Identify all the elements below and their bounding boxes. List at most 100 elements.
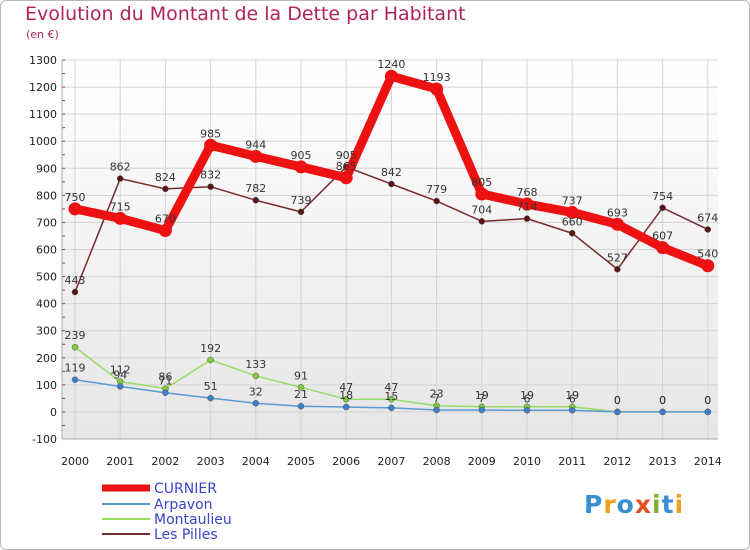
data-point-les-pilles xyxy=(568,230,576,237)
x-tick-label: 2001 xyxy=(106,455,134,468)
data-point-arpavon xyxy=(162,389,169,396)
data-point-arpavon xyxy=(478,406,486,414)
y-tick-label: 1100 xyxy=(29,108,57,121)
data-label-montaulieu: 47 xyxy=(384,381,398,394)
data-point-les-pilles xyxy=(71,288,79,296)
data-label-arpavon: 6 xyxy=(524,392,531,405)
data-point-arpavon xyxy=(433,406,440,414)
data-label-les-pilles: 862 xyxy=(110,161,131,174)
data-label-arpavon: 119 xyxy=(65,362,86,375)
data-point-curnier xyxy=(384,69,398,83)
x-tick-label: 2008 xyxy=(423,455,451,468)
chart-subtitle: (en €) xyxy=(26,28,59,41)
data-point-les-pilles xyxy=(433,197,440,205)
y-tick-label: 1200 xyxy=(29,81,57,94)
data-label-les-pilles: 842 xyxy=(381,166,402,179)
data-label-curnier: 540 xyxy=(697,248,718,261)
data-label-les-pilles: 527 xyxy=(607,251,628,264)
series-curnier xyxy=(68,69,715,273)
data-point-les-pilles xyxy=(297,208,305,216)
data-point-arpavon xyxy=(116,383,124,390)
y-tick-label: 500 xyxy=(36,271,57,284)
data-label-curnier: 1193 xyxy=(423,71,451,84)
data-point-montaulieu xyxy=(342,395,350,403)
data-point-les-pilles xyxy=(614,266,621,273)
logo-letter: i xyxy=(674,490,685,519)
data-label-curnier: 693 xyxy=(607,206,628,219)
x-tick-label: 2006 xyxy=(332,455,360,468)
data-point-arpavon xyxy=(71,376,79,383)
y-tick-label: 700 xyxy=(36,216,57,229)
data-label-curnier: 865 xyxy=(336,160,357,173)
data-point-curnier xyxy=(475,187,489,201)
data-point-arpavon xyxy=(207,394,214,402)
data-point-curnier xyxy=(701,259,715,273)
data-label-curnier: 1240 xyxy=(377,58,405,71)
data-label-curnier: 768 xyxy=(517,186,538,199)
data-label-montaulieu: 19 xyxy=(520,389,534,402)
data-label-arpavon: 0 xyxy=(659,394,666,407)
logo-letter: o xyxy=(616,490,635,519)
legend-label-arpavon: Arpavon xyxy=(154,497,213,513)
logo-letter: x xyxy=(634,490,652,519)
data-label-les-pilles: 832 xyxy=(200,169,221,182)
data-label-les-pilles: 674 xyxy=(697,211,718,224)
data-point-montaulieu xyxy=(207,356,214,364)
data-label-arpavon: 51 xyxy=(204,380,218,393)
x-tick-label: 2002 xyxy=(151,455,179,468)
data-label-montaulieu: 239 xyxy=(65,329,86,342)
data-label-les-pilles: 660 xyxy=(562,215,583,228)
y-tick-label: 800 xyxy=(36,189,57,202)
data-label-curnier: 750 xyxy=(65,191,86,204)
data-label-curnier: 905 xyxy=(291,149,312,162)
data-point-arpavon xyxy=(252,400,260,407)
logo-letter: t xyxy=(661,490,675,519)
data-point-curnier xyxy=(565,205,579,219)
data-point-montaulieu xyxy=(71,343,79,351)
data-point-arpavon xyxy=(704,408,712,416)
proxiti-logo: Proxiti xyxy=(584,490,684,519)
chart-title: Evolution du Montant de la Dette par Hab… xyxy=(25,3,466,25)
y-tick-label: 300 xyxy=(36,325,57,338)
x-tick-label: 2000 xyxy=(61,455,89,468)
logo-letter: i xyxy=(652,490,662,519)
y-tick-label: 1000 xyxy=(29,135,57,148)
data-label-montaulieu: 91 xyxy=(294,369,308,382)
legend-label-curnier: CURNIER xyxy=(154,481,217,497)
x-tick-label: 2011 xyxy=(558,455,586,468)
data-label-montaulieu: 133 xyxy=(245,358,266,371)
data-label-arpavon: 6 xyxy=(569,392,576,405)
data-point-les-pilles xyxy=(252,196,260,204)
series-les-pilles xyxy=(71,163,712,296)
data-point-les-pilles xyxy=(704,226,712,233)
data-label-montaulieu: 0 xyxy=(614,394,621,407)
x-tick-label: 2010 xyxy=(513,455,541,468)
data-label-curnier: 944 xyxy=(245,138,266,151)
data-label-montaulieu: 0 xyxy=(704,394,711,407)
data-point-montaulieu xyxy=(297,384,305,391)
data-label-arpavon: 7 xyxy=(433,392,440,405)
data-label-arpavon: 7 xyxy=(478,392,485,405)
data-label-arpavon: 0 xyxy=(614,394,621,407)
x-tick-label: 2013 xyxy=(649,455,677,468)
data-point-arpavon xyxy=(614,408,621,416)
data-label-arpavon: 71 xyxy=(158,375,172,388)
y-tick-label: 0 xyxy=(50,406,57,419)
data-point-curnier xyxy=(610,217,624,231)
data-label-les-pilles: 704 xyxy=(471,203,492,216)
data-point-curnier xyxy=(339,171,353,185)
x-tick-label: 2009 xyxy=(468,455,496,468)
data-point-arpavon xyxy=(342,403,350,411)
data-label-arpavon: 94 xyxy=(113,368,127,381)
data-point-curnier xyxy=(68,202,82,216)
y-tick-label: 600 xyxy=(36,244,57,257)
data-label-curnier: 607 xyxy=(652,230,673,243)
data-label-les-pilles: 779 xyxy=(426,183,447,196)
data-point-les-pilles xyxy=(659,204,666,212)
data-label-les-pilles: 443 xyxy=(65,274,86,287)
data-point-arpavon xyxy=(568,407,576,414)
data-label-montaulieu: 19 xyxy=(475,389,489,402)
data-label-montaulieu: 0 xyxy=(659,394,666,407)
x-tick-label: 2014 xyxy=(694,455,722,468)
